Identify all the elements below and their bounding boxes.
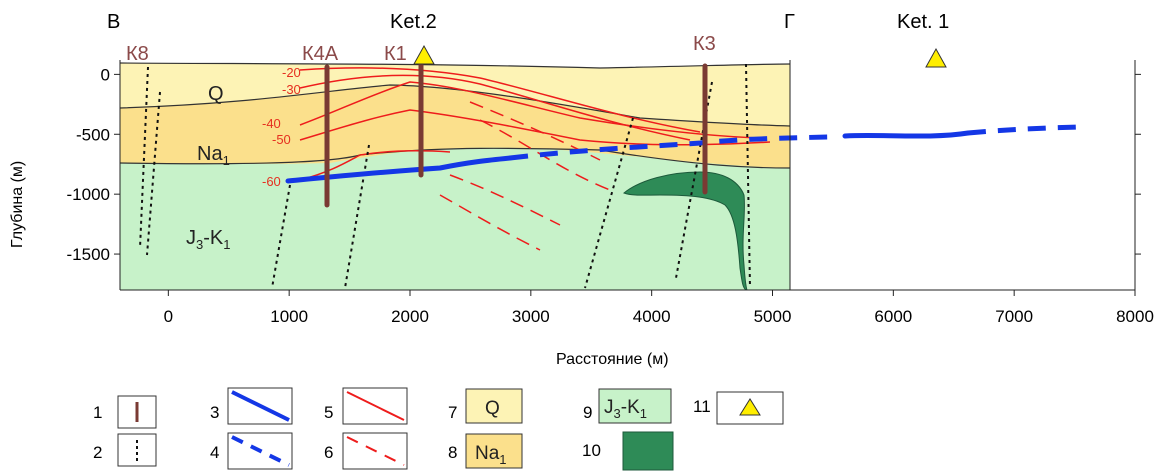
legend-number: 2 bbox=[93, 443, 102, 462]
layer-label-na1: Na1 bbox=[197, 143, 230, 168]
legend-box-intrusion bbox=[622, 431, 674, 471]
layer-label-j3k1: J3-K1 bbox=[186, 227, 230, 252]
station-marker-ket2 bbox=[413, 44, 435, 65]
contour-label: -30 bbox=[282, 82, 301, 97]
contour-label: -60 bbox=[262, 174, 281, 189]
x-tick-label: 4000 bbox=[633, 307, 671, 326]
na1-layer-fill bbox=[120, 85, 790, 168]
boundary-dashed bbox=[509, 124, 1081, 161]
x-tick-label: 0 bbox=[164, 307, 173, 326]
contour-label: -50 bbox=[272, 132, 291, 147]
station-label-ket2: Ket.2 bbox=[390, 11, 437, 33]
x-tick-label: 6000 bbox=[874, 307, 912, 326]
legend-number: 3 bbox=[210, 403, 219, 422]
y-tick-label: -1000 bbox=[67, 185, 110, 204]
x-tick-label: 3000 bbox=[512, 307, 550, 326]
y-axis-title: Глубина (м) bbox=[9, 161, 26, 248]
x-axis-title: Расстояние (м) bbox=[556, 351, 669, 368]
x-axis-ticks: 0 1000 2000 3000 4000 5000 6000 7000 8000 bbox=[164, 290, 1154, 326]
y-tick-label: -500 bbox=[76, 125, 110, 144]
well-label-k8: К8 bbox=[126, 43, 149, 65]
legend-text-na1: Na1 bbox=[475, 443, 507, 467]
legend-number: 10 bbox=[582, 441, 601, 460]
fault-lines bbox=[139, 63, 751, 289]
y-axis-ticks: 0 -500 -1000 -1500 bbox=[67, 65, 1141, 264]
x-tick-label: 2000 bbox=[391, 307, 429, 326]
legend-number: 11 bbox=[693, 397, 711, 416]
well-label-k3: К3 bbox=[693, 33, 716, 55]
y-tick-label: -1500 bbox=[67, 245, 110, 264]
contour-label: -20 bbox=[282, 65, 301, 80]
x-tick-label: 5000 bbox=[754, 307, 792, 326]
wells bbox=[324, 60, 708, 208]
x-tick-label: 8000 bbox=[1116, 307, 1154, 326]
legend-box-na1 bbox=[465, 433, 523, 469]
q-layer-fill bbox=[120, 63, 790, 126]
legend-station-marker bbox=[739, 398, 761, 416]
contour-lines-solid bbox=[299, 67, 771, 181]
station-label-ket1: Ket. 1 bbox=[897, 11, 949, 33]
legend-number: 4 bbox=[210, 443, 219, 462]
legend-number: 5 bbox=[324, 403, 333, 422]
legend-text-j3k1: J3-K1 bbox=[604, 397, 647, 421]
legend-box-fault bbox=[117, 433, 157, 467]
profile-label-left: В bbox=[107, 11, 120, 33]
x-tick-label: 7000 bbox=[995, 307, 1033, 326]
legend-number: 6 bbox=[324, 443, 333, 462]
contour-label: -40 bbox=[262, 116, 281, 131]
x-tick-label: 1000 bbox=[270, 307, 308, 326]
legend-number: 9 bbox=[583, 403, 592, 422]
legend-number: 8 bbox=[448, 443, 457, 462]
station-marker-ket1 bbox=[925, 47, 947, 68]
legend-box-j3k1 bbox=[598, 388, 672, 424]
contour-labels: -20 -30 -40 -50 -60 bbox=[262, 65, 301, 189]
legend: 1 2 3 4 5 6 7 Q 8 Na1 9 J3-K1 10 bbox=[93, 387, 784, 471]
well-label-k1: К1 bbox=[384, 43, 407, 65]
y-tick-label: 0 bbox=[101, 65, 110, 84]
contour-lines-dashed bbox=[439, 101, 611, 251]
profile-label-right: Г bbox=[784, 11, 795, 33]
legend-number: 7 bbox=[448, 403, 457, 422]
legend-number: 1 bbox=[93, 403, 102, 422]
layer-boundaries bbox=[120, 62, 790, 169]
layer-label-q: Q bbox=[208, 83, 224, 105]
legend-box-q bbox=[465, 388, 523, 424]
legend-text-q: Q bbox=[485, 398, 500, 419]
well-label-k4a: К4А bbox=[302, 43, 339, 65]
